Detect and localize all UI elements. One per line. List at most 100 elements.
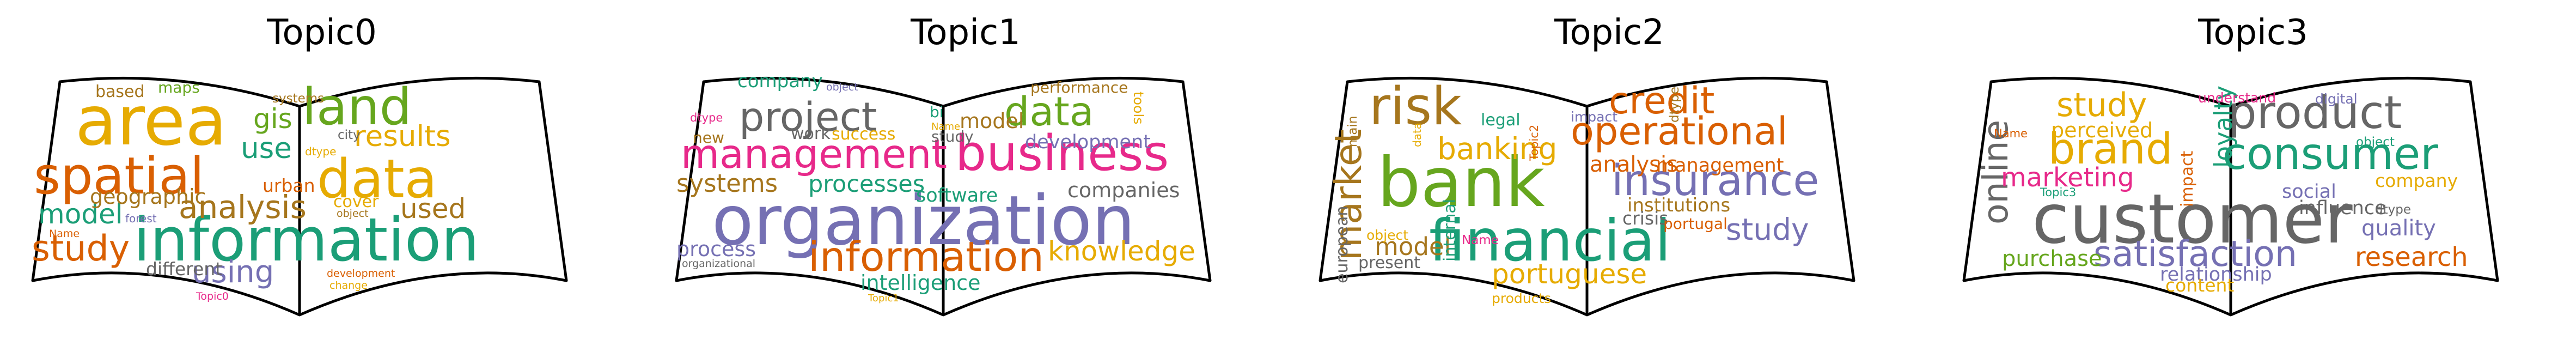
word-development: development bbox=[1025, 131, 1151, 153]
word-brand: brand bbox=[2048, 125, 2172, 174]
word-dtype: dtype bbox=[2375, 203, 2411, 217]
word-risk: risk bbox=[1369, 77, 1462, 137]
wordcloud-panel-topic2: bank financial risk insurance operational cre… bbox=[1287, 0, 1931, 364]
word-organization: organization bbox=[712, 181, 1135, 260]
word-topic2: Topic2 bbox=[1528, 125, 1541, 161]
word-used: used bbox=[400, 193, 466, 225]
word-bi: bi bbox=[930, 103, 944, 121]
word-model: model bbox=[960, 109, 1024, 133]
word-urban: urban bbox=[263, 175, 315, 196]
word-dtype: dtype bbox=[305, 145, 336, 158]
word-product: product bbox=[2228, 86, 2402, 139]
word-spatial: spatial bbox=[34, 147, 204, 206]
word-model: model bbox=[1375, 232, 1451, 261]
word-name: Name bbox=[1462, 233, 1499, 247]
wordcloud-panel-topic3: customer product consumer brand satisfaction… bbox=[1931, 0, 2575, 364]
panel-title-topic3: Topic3 bbox=[2198, 13, 2308, 53]
word-data: data bbox=[317, 148, 437, 210]
word-company: company bbox=[737, 70, 823, 92]
word-online: online bbox=[1976, 120, 2016, 225]
word-content: content bbox=[2165, 275, 2234, 296]
word-understand: understand bbox=[2198, 90, 2276, 106]
word-systems: systems bbox=[272, 92, 324, 106]
word-perceived: perceived bbox=[2051, 118, 2153, 142]
word-social: social bbox=[2282, 181, 2336, 203]
word-project: project bbox=[739, 94, 877, 141]
word-object: object bbox=[337, 208, 369, 220]
word-intelligence: intelligence bbox=[860, 271, 980, 295]
word-organizational: organizational bbox=[682, 258, 755, 270]
word-forest: forest bbox=[125, 212, 157, 225]
word-bank: bank bbox=[1377, 143, 1545, 222]
word-credit: credit bbox=[1609, 80, 1714, 123]
word-maps: maps bbox=[158, 78, 200, 96]
word-topic0: Topic0 bbox=[196, 290, 229, 302]
word-city: city bbox=[338, 128, 361, 142]
word-institutions: institutions bbox=[1627, 195, 1730, 216]
word-portuguese: portuguese bbox=[1492, 258, 1647, 290]
panel-title-topic2: Topic2 bbox=[1554, 13, 1664, 53]
word-consumer: consumer bbox=[2223, 129, 2438, 179]
word-name: Name bbox=[1994, 127, 2028, 140]
word-new: new bbox=[693, 129, 724, 147]
word-change: change bbox=[329, 280, 368, 292]
word-marketing: marketing bbox=[2001, 162, 2134, 193]
word-portugal: portugal bbox=[1663, 215, 1727, 233]
word-name: Name bbox=[49, 228, 80, 240]
word-processes: processes bbox=[808, 171, 925, 198]
word-name: Name bbox=[931, 121, 960, 132]
word-study: study bbox=[931, 128, 974, 145]
word-results: results bbox=[354, 120, 451, 153]
word-quality: quality bbox=[2361, 216, 2436, 241]
word-tools: tools bbox=[1131, 92, 1146, 124]
word-area: area bbox=[75, 82, 227, 161]
word-geographic: geographic bbox=[90, 185, 206, 209]
word-dtype: dtype bbox=[690, 111, 723, 124]
word-study: study bbox=[2056, 86, 2147, 124]
word-research: research bbox=[2355, 242, 2468, 272]
word-crisis: crisis bbox=[1622, 208, 1668, 229]
word-information: information bbox=[133, 205, 479, 275]
word-company: company bbox=[2375, 170, 2458, 191]
word-companies: companies bbox=[1067, 178, 1180, 202]
word-systems: systems bbox=[676, 169, 778, 198]
word-software: software bbox=[916, 185, 998, 207]
word-study: study bbox=[32, 228, 130, 269]
word-management: management bbox=[681, 131, 947, 178]
word-analysis: analysis bbox=[179, 189, 307, 226]
word-dtype: dtype bbox=[1668, 87, 1682, 123]
word-present: present bbox=[1358, 253, 1420, 272]
word-financial: financial bbox=[1429, 208, 1671, 274]
word-business: business bbox=[955, 125, 1169, 182]
word-based: based bbox=[95, 82, 145, 101]
word-relationship: relationship bbox=[2160, 264, 2272, 286]
word-cover: cover bbox=[333, 192, 379, 211]
word-impact: impact bbox=[2178, 151, 2197, 207]
word-object: object bbox=[826, 81, 858, 93]
word-knowledge: knowledge bbox=[1048, 235, 1195, 267]
word-digital: digital bbox=[2315, 91, 2358, 107]
word-data: data bbox=[1411, 123, 1424, 147]
panel-title-topic0: Topic0 bbox=[267, 13, 377, 53]
word-satisfaction: satisfaction bbox=[2093, 234, 2297, 275]
word-influence: influence bbox=[2299, 197, 2386, 219]
word-success: success bbox=[832, 125, 895, 144]
word-different: different bbox=[146, 258, 222, 280]
wordcloud-panel-topic0: area information spatial data land study analy… bbox=[0, 0, 644, 364]
word-using: using bbox=[192, 254, 274, 290]
word-data: data bbox=[1004, 89, 1094, 135]
word-customer: customer bbox=[2032, 180, 2353, 259]
word-banking: banking bbox=[1437, 131, 1557, 166]
word-loyalty: loyalty bbox=[2209, 86, 2238, 168]
word-performance: performance bbox=[1030, 78, 1128, 96]
word-purchase: purchase bbox=[2002, 246, 2102, 271]
word-information: information bbox=[808, 233, 1044, 281]
word-market: market bbox=[1327, 129, 1370, 260]
word-object: object bbox=[2356, 135, 2395, 149]
word-management: management bbox=[1656, 155, 1784, 177]
word-land: land bbox=[302, 77, 412, 136]
word-use: use bbox=[241, 132, 292, 165]
